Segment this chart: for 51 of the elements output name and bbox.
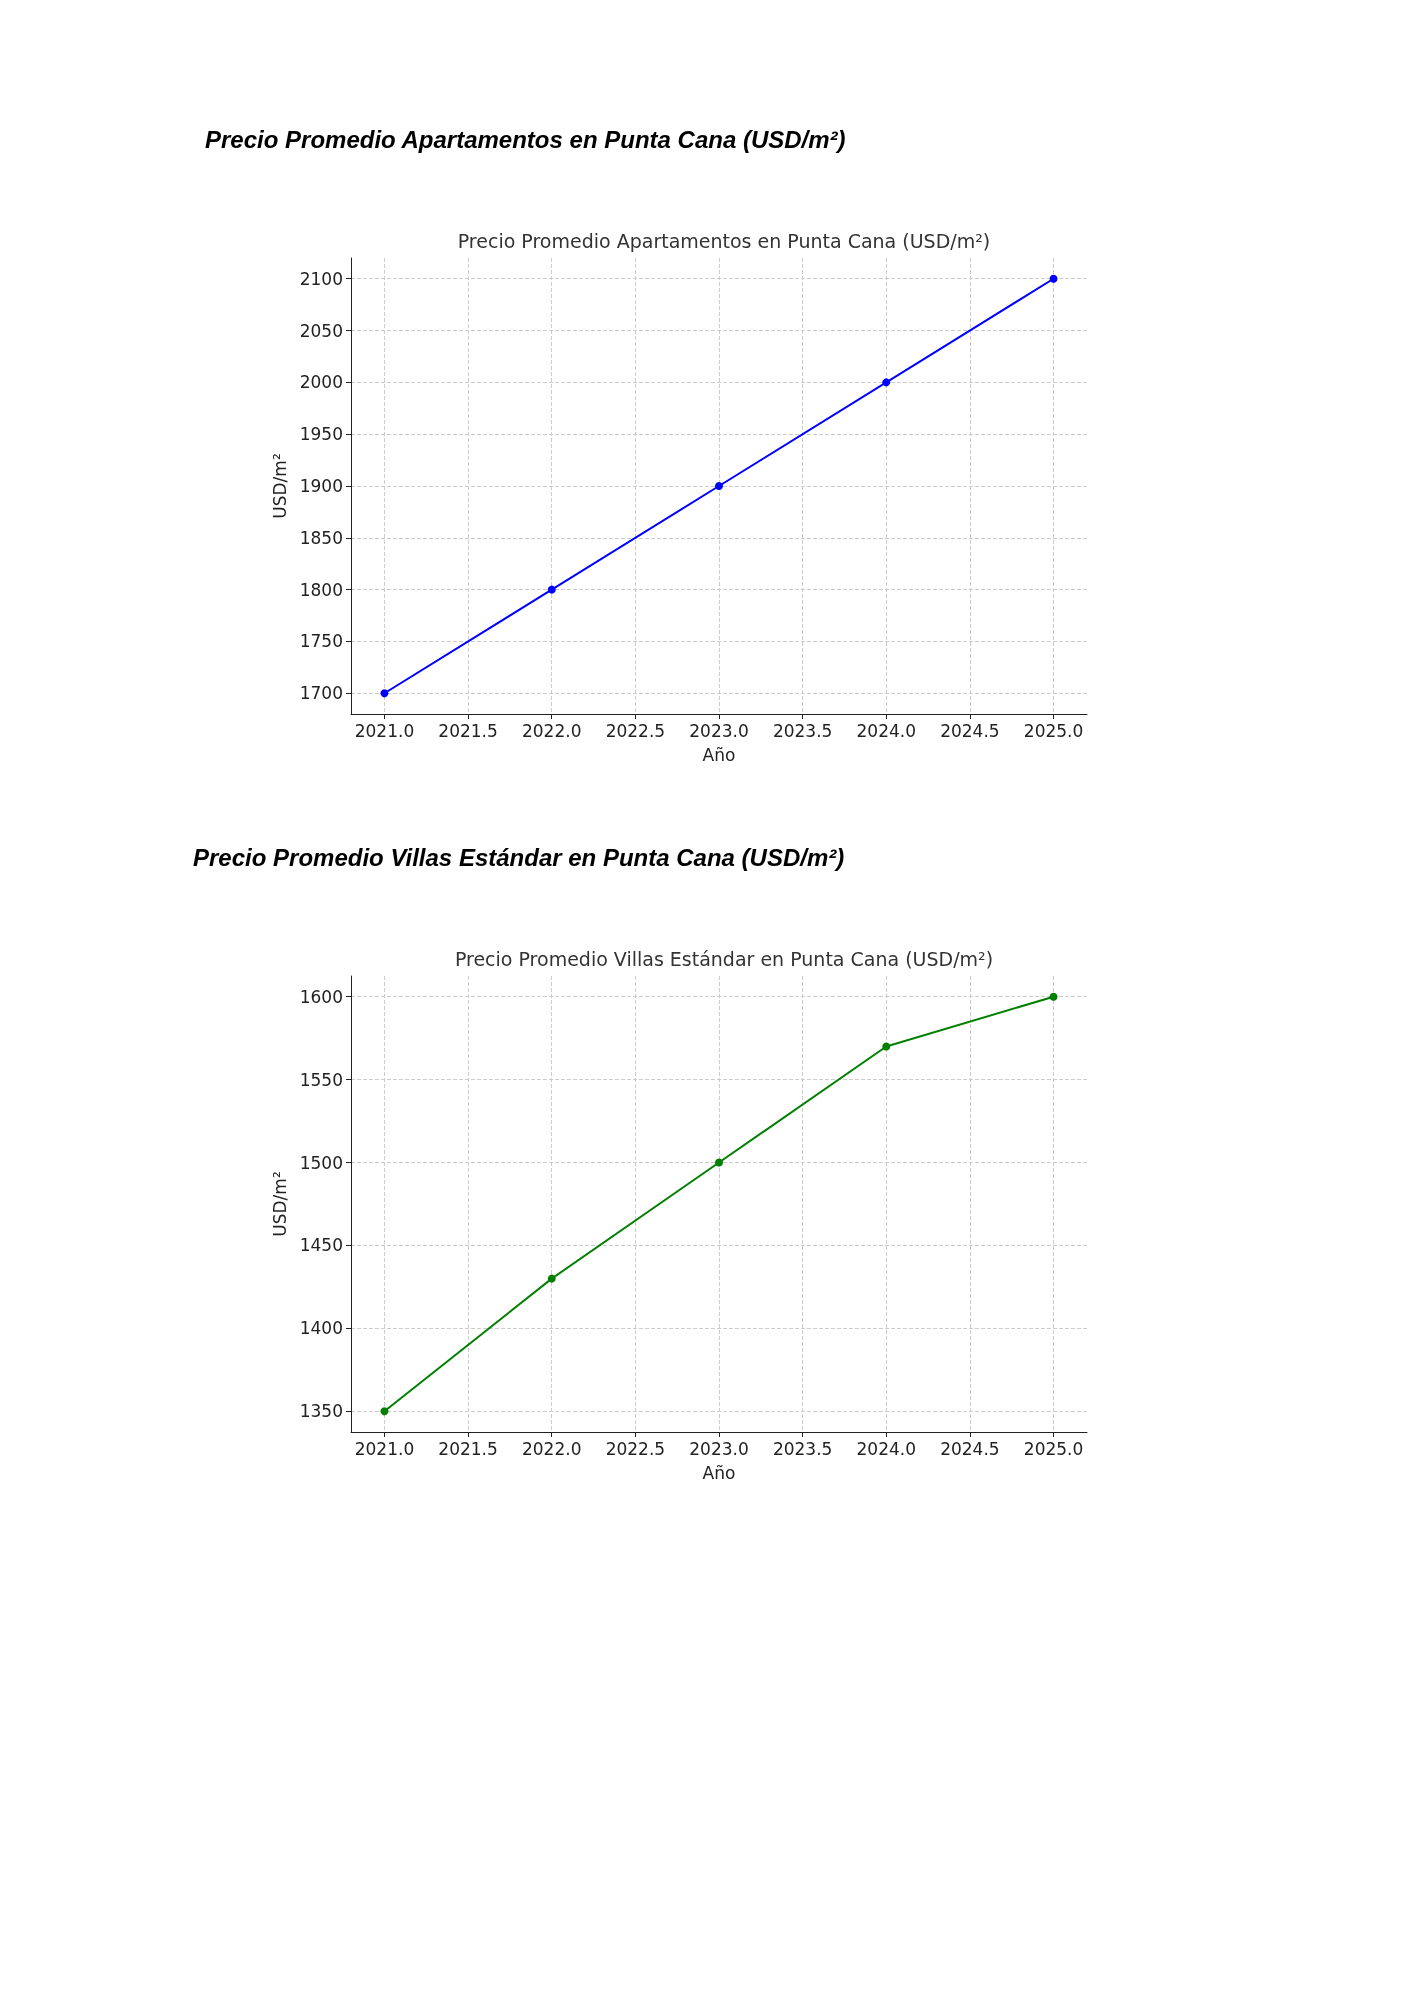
y-tick-label: 1900 [299, 476, 343, 496]
x-tick-label: 2024.0 [856, 720, 917, 741]
chart-title: Precio Promedio Apartamentos en Punta Cana (USD/m²) [205, 125, 846, 153]
point [715, 1158, 723, 1167]
y-tick-label: 1350 [299, 1401, 343, 1422]
y-tick-label: 1800 [299, 579, 343, 600]
y-tick-label: 2050 [299, 320, 343, 341]
y-tick-label: 1400 [299, 1318, 343, 1339]
y-tick-label: 1700 [299, 683, 343, 704]
y-tick-label: 1550 [299, 1069, 343, 1090]
x-tick-label: 2024.0 [856, 1438, 917, 1459]
y-axis-title: USD/m² [270, 1171, 291, 1237]
y-tick-label: 1500 [299, 1152, 343, 1173]
x-tick-label: 2023.0 [689, 720, 749, 741]
chart-subtitle: Precio Promedio Villas Estándar en Punta Cana (USD/m²) [454, 947, 994, 970]
point [882, 378, 891, 387]
y-tick-label: 2000 [299, 372, 343, 393]
point [882, 1042, 891, 1051]
point [547, 585, 556, 594]
point [1049, 992, 1058, 1001]
x-axis-title: Año [702, 1462, 736, 1483]
x-tick-label: 2024.5 [940, 1438, 1000, 1459]
y-tick-label: 1850 [299, 527, 343, 548]
point [715, 482, 723, 490]
x-tick-label: 2025.0 [1023, 1438, 1084, 1459]
x-tick-label: 2023.0 [689, 1438, 749, 1459]
x-tick-label: 2022.0 [521, 720, 582, 741]
x-tick-label: 2025.0 [1023, 720, 1084, 741]
x-tick-label: 2021.5 [438, 1438, 498, 1459]
point [380, 1407, 389, 1416]
x-tick-label: 2023.5 [772, 1438, 833, 1459]
y-tick-label: 1450 [299, 1235, 343, 1256]
point [1049, 274, 1058, 283]
chart-title: Precio Promedio Villas Estándar en Punta Cana (USD/m²) [193, 843, 845, 871]
x-tick-label: 2023.5 [772, 720, 833, 741]
x-tick-label: 2022.5 [605, 1438, 666, 1459]
y-tick-label: 1950 [299, 424, 343, 445]
chart-subtitle: Precio Promedio Apartamentos en Punta Cana (USD/m²) [457, 229, 991, 252]
x-tick-label: 2021.0 [354, 720, 415, 741]
x-axis-title: Año [702, 744, 736, 765]
x-tick-label: 2021.0 [354, 1438, 415, 1459]
point [547, 1274, 556, 1283]
y-tick-label: 2100 [299, 268, 343, 289]
y-axis-title: USD/m² [270, 453, 291, 519]
x-tick-label: 2024.5 [940, 720, 1000, 741]
x-tick-label: 2021.5 [438, 720, 498, 741]
x-tick-label: 2022.5 [605, 720, 666, 741]
y-tick-label: 1750 [299, 631, 343, 652]
point [380, 689, 389, 698]
y-tick-label: 1600 [299, 986, 343, 1007]
x-tick-label: 2022.0 [521, 1438, 582, 1459]
